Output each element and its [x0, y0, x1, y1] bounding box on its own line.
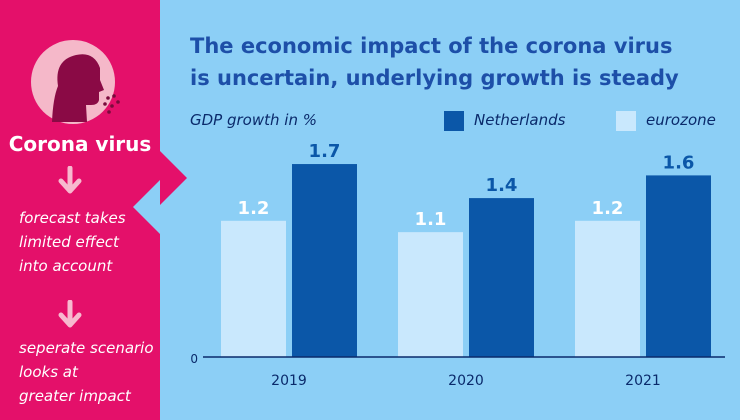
x-tick-label-2021: 2021 [625, 373, 661, 389]
sidebar-step1-line: forecast takes [19, 209, 126, 227]
legend-swatch-netherlands [444, 111, 464, 131]
data-label-eurozone-2020: 1.1 [415, 209, 447, 230]
sidebar-title: Corona virus [8, 132, 152, 156]
page-title: The economic impact of the corona virus … [190, 30, 730, 94]
data-label-netherlands-2019: 1.7 [309, 141, 341, 162]
legend-label-eurozone: eurozone [646, 111, 716, 129]
sidebar-step2-line: looks at [19, 363, 78, 381]
legend-swatch-eurozone [616, 111, 636, 131]
sidebar-step1-line: limited effect [19, 233, 119, 251]
down-arrow-icon [58, 166, 82, 194]
bar-eurozone-2020 [398, 232, 463, 357]
bar-eurozone-2019 [221, 220, 286, 357]
title-line: The economic impact of the corona virus [190, 34, 673, 58]
sick-person-icon [30, 38, 124, 126]
bar-netherlands-2020 [469, 198, 534, 357]
data-label-netherlands-2020: 1.4 [486, 175, 518, 196]
legend-label-netherlands: Netherlands [474, 111, 566, 129]
sidebar-step1-text: forecast takes limited effect into accou… [19, 206, 154, 278]
data-label-eurozone-2019: 1.2 [238, 198, 270, 219]
sidebar-step2-text: seperate scenario looks at greater impac… [19, 336, 154, 408]
data-label-eurozone-2021: 1.2 [592, 198, 624, 219]
sidebar-step2-line: seperate scenario [19, 339, 154, 357]
sidebar-pointer [133, 150, 187, 234]
x-tick-label-2019: 2019 [271, 373, 307, 389]
bar-netherlands-2021 [646, 175, 711, 357]
x-tick-label-2020: 2020 [448, 373, 484, 389]
sidebar-step2-line: greater impact [19, 387, 131, 405]
sidebar: Corona virus forecast takes limited effe… [0, 0, 160, 420]
sidebar-step1-line: into account [19, 257, 113, 275]
title-line: is uncertain, underlying growth is stead… [190, 66, 679, 90]
data-label-netherlands-2021: 1.6 [663, 152, 695, 173]
down-arrow-icon [58, 300, 82, 328]
y-tick-label: 0 [190, 352, 198, 366]
bar-netherlands-2019 [292, 164, 357, 357]
bar-eurozone-2021 [575, 220, 640, 357]
y-axis-label: GDP growth in % [190, 111, 317, 129]
